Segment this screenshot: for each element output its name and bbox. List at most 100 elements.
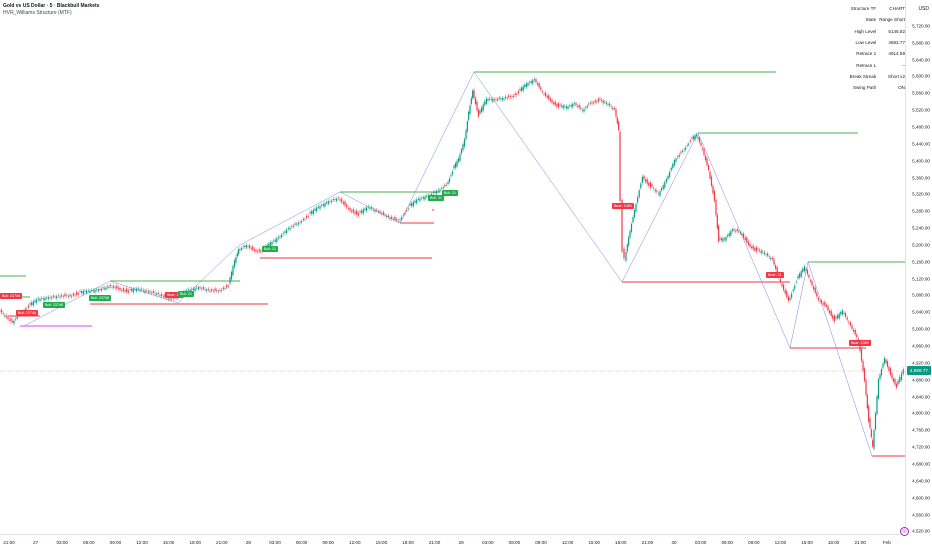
- info-row: Structure TF CHART: [845, 3, 905, 14]
- candle-body: [546, 96, 548, 98]
- time-tick-label: 03:00: [269, 540, 281, 545]
- candle-body: [359, 211, 361, 213]
- candle-body: [239, 249, 241, 250]
- indicator-title[interactable]: HVR_Williams Structure (MTF): [3, 10, 72, 16]
- candle-body: [451, 171, 454, 175]
- candle-body: [744, 237, 746, 240]
- price-chart[interactable]: [0, 0, 905, 534]
- price-tick-label: 4,960.00: [912, 343, 930, 349]
- candle-body: [701, 148, 704, 150]
- candle-body: [681, 150, 683, 152]
- info-value: 4914.59: [888, 51, 905, 57]
- candle-body: [1, 310, 3, 313]
- structure-break-tag: Bull: 21: [428, 195, 444, 201]
- candle-body: [728, 233, 730, 236]
- time-tick-label: 18:00: [402, 540, 414, 545]
- candle-body: [784, 290, 786, 294]
- structure-break-tag: Bull: 23746: [43, 302, 65, 308]
- candle-body: [866, 394, 868, 409]
- info-value: ON: [898, 85, 905, 91]
- candle-body: [327, 201, 329, 204]
- candle-body: [351, 210, 353, 212]
- candle-body: [602, 100, 604, 104]
- candle-body: [447, 182, 449, 184]
- candle-body: [845, 313, 847, 317]
- price-tick-label: 5,240.00: [912, 225, 930, 231]
- time-tick-label: 06:00: [721, 540, 733, 545]
- time-scale[interactable]: 21:00 27 03:00 06:00 09:00 12:00 15:00 18:00 21:…: [0, 534, 905, 550]
- candle-body: [336, 198, 338, 201]
- time-tick-label: 21:00: [3, 540, 15, 545]
- candle-body: [61, 295, 63, 297]
- candle-body: [779, 279, 781, 282]
- candle-body: [476, 101, 478, 111]
- candle-body: [292, 225, 294, 227]
- candle-body: [616, 117, 618, 124]
- candle-body: [833, 315, 835, 322]
- candle-body: [609, 103, 611, 106]
- candle-body: [695, 134, 698, 137]
- candle-body: [747, 241, 749, 245]
- candle-body: [421, 197, 423, 199]
- candle-body: [781, 283, 783, 287]
- candle-body: [879, 374, 881, 380]
- candle-body: [543, 93, 545, 95]
- time-tick-label: 09:00: [535, 540, 547, 545]
- candle-body: [86, 290, 88, 294]
- candle-body: [226, 285, 228, 288]
- candle-body: [492, 99, 494, 102]
- candle-body: [311, 211, 313, 214]
- candle-body: [27, 305, 29, 308]
- candle-body: [862, 360, 864, 371]
- candle-body: [89, 290, 91, 293]
- candle-body: [99, 289, 101, 290]
- info-value: --: [901, 62, 905, 68]
- candle-body: [876, 396, 878, 414]
- candle-body: [108, 286, 110, 288]
- candle-body: [865, 380, 867, 395]
- price-tick-label: 5,080.00: [912, 292, 930, 298]
- candle-body: [314, 208, 316, 211]
- candles: [0, 77, 904, 451]
- candle-body: [87, 290, 89, 291]
- candle-body: [227, 285, 229, 287]
- candle-body: [857, 338, 859, 340]
- candle-body: [13, 320, 15, 324]
- candle-body: [11, 321, 14, 322]
- candle-body: [42, 298, 44, 300]
- candle-body: [457, 158, 460, 162]
- candle-body: [795, 281, 797, 283]
- info-row: Retrace 1 4914.59: [845, 48, 905, 59]
- candle-body: [869, 418, 871, 428]
- time-tick-label: 27: [33, 540, 39, 545]
- candle-body: [136, 288, 138, 292]
- candle-body: [31, 302, 33, 305]
- candle-body: [860, 349, 863, 361]
- candle-body: [347, 207, 349, 209]
- candle-body: [792, 289, 794, 292]
- candle-body: [432, 192, 434, 193]
- candle-body: [889, 368, 892, 375]
- candle-body: [339, 199, 341, 201]
- candle-body: [656, 190, 658, 192]
- candle-body: [147, 291, 149, 293]
- candle-body: [863, 368, 866, 381]
- candle-body: [727, 235, 729, 237]
- price-tick-label: 4,880.00: [912, 377, 930, 383]
- candle-body: [578, 104, 580, 108]
- candle-body: [376, 209, 378, 211]
- candle-body: [382, 212, 384, 215]
- candle-body: [36, 299, 38, 303]
- price-scale[interactable]: USD 5,720.00 5,680.00 5,640.00 5,600.00 5,56…: [905, 0, 932, 534]
- candle-body: [635, 204, 637, 212]
- candle-body: [235, 257, 237, 263]
- info-key: Swing Path: [852, 85, 877, 91]
- candle-body: [450, 175, 452, 177]
- tv-logo-icon[interactable]: ◎: [900, 527, 909, 536]
- candle-body: [437, 190, 439, 191]
- candle-body: [698, 137, 701, 143]
- candle-body: [508, 95, 510, 98]
- candle-body: [416, 199, 418, 204]
- candle-body: [126, 288, 128, 293]
- symbol-title[interactable]: Gold vs US Dollar · 5 · Blackbull Market…: [3, 3, 100, 9]
